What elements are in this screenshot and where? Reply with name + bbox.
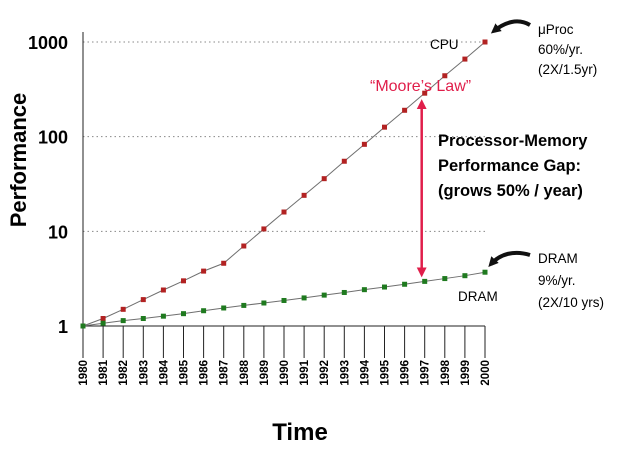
dram-data-point xyxy=(301,295,307,301)
series xyxy=(80,39,488,329)
gap-label-line-2: Performance Gap: xyxy=(438,157,581,175)
x-tick-label: 1986 xyxy=(199,360,211,386)
dram-data-point xyxy=(221,305,227,311)
x-tick-label: 1993 xyxy=(339,360,351,386)
tick-labels: 1 10 100 1000 1980 1981 1982 1983 1984 1985 1986 19… xyxy=(28,33,492,386)
y-axis-title: Performance xyxy=(6,93,31,228)
cpu-data-point xyxy=(160,287,166,293)
cpu-data-point xyxy=(402,107,408,113)
x-tick-label: 1996 xyxy=(400,360,412,386)
gap-label-line-3: (grows 50% / year) xyxy=(438,182,583,200)
x-tick-label: 1987 xyxy=(219,360,231,386)
dram-data-point xyxy=(321,292,327,298)
cpu-data-point xyxy=(361,141,367,147)
x-tick-label: 1989 xyxy=(259,360,271,386)
x-tick-label: 1990 xyxy=(279,360,291,386)
y-tick-label: 1 xyxy=(58,317,68,337)
cpu-line-label: CPU xyxy=(430,37,459,52)
cpu-data-point xyxy=(281,209,287,215)
x-tick-label: 1991 xyxy=(299,359,311,385)
dram-note-line-1: DRAM xyxy=(538,251,578,266)
x-tick-label: 1992 xyxy=(319,360,331,386)
x-tick-label: 1983 xyxy=(138,360,150,386)
cpu-data-point xyxy=(221,260,227,266)
y-tick-label: 100 xyxy=(38,128,68,148)
x-axis-title: Time xyxy=(272,419,328,446)
dram-data-point xyxy=(361,287,367,293)
moores-law-label: “Moore’s Law” xyxy=(370,78,471,95)
dram-data-point xyxy=(160,313,166,319)
dram-data-point xyxy=(402,281,408,287)
x-tick-label: 1982 xyxy=(118,360,130,386)
cpu-note-arrow xyxy=(490,19,532,34)
x-tick-label: 1988 xyxy=(239,359,251,385)
cpu-data-point xyxy=(422,90,428,96)
x-tick-label: 1984 xyxy=(158,359,170,385)
x-tick-label: 1980 xyxy=(78,360,90,386)
cpu-data-point xyxy=(341,158,347,164)
cpu-data-point xyxy=(442,73,448,79)
dram-data-point xyxy=(261,300,267,306)
dram-note-line-2: 9%/yr. xyxy=(538,273,576,288)
grid-lines xyxy=(83,41,485,232)
dram-data-point xyxy=(422,278,428,284)
dram-data-point xyxy=(482,269,488,275)
cpu-data-point xyxy=(261,226,267,232)
cpu-note-line-3: (2X/1.5yr) xyxy=(538,62,597,77)
y-tick-label: 1000 xyxy=(28,33,68,53)
x-tick-label: 1981 xyxy=(98,359,110,385)
dram-data-point xyxy=(442,276,448,282)
cpu-data-point xyxy=(462,56,468,62)
gap-label-line-1: Processor-Memory xyxy=(438,132,588,150)
cpu-data-point xyxy=(321,176,327,182)
dram-note-line-3: (2X/10 yrs) xyxy=(538,295,604,310)
x-tick-label: 1985 xyxy=(179,359,191,385)
cpu-data-point xyxy=(241,243,247,249)
x-tick-label: 1997 xyxy=(420,360,432,386)
dram-data-point xyxy=(241,302,247,308)
dram-data-point xyxy=(382,284,387,290)
dram-data-point xyxy=(201,308,207,314)
dram-data-point xyxy=(140,316,146,322)
x-tick-label: 1998 xyxy=(440,359,452,385)
cpu-data-point xyxy=(100,316,106,322)
dram-note-arrow xyxy=(488,250,531,267)
y-tick-label: 10 xyxy=(48,222,68,242)
x-tick-label: 1999 xyxy=(460,360,472,386)
cpu-data-point xyxy=(382,124,387,130)
cpu-data-point xyxy=(301,192,307,198)
dram-data-point xyxy=(120,318,126,324)
dram-data-point xyxy=(100,320,106,326)
cpu-note-line-1: μProc xyxy=(538,22,574,37)
cpu-data-point xyxy=(201,268,207,274)
x-tick-label: 1995 xyxy=(380,359,392,385)
x-tick-label: 1994 xyxy=(359,359,371,385)
dram-data-point xyxy=(341,289,347,295)
cpu-note-line-2: 60%/yr. xyxy=(538,42,583,57)
cpu-data-point xyxy=(482,39,488,45)
dram-line-label: DRAM xyxy=(458,289,498,304)
x-tick-label: 2000 xyxy=(480,360,492,386)
cpu-data-point xyxy=(181,278,186,284)
dram-data-point xyxy=(80,323,86,329)
dram-data-point xyxy=(181,311,186,317)
dram-data-point xyxy=(281,297,287,303)
dram-data-point xyxy=(462,273,468,279)
axes xyxy=(82,32,486,358)
cpu-data-point xyxy=(120,306,126,312)
cpu-data-point xyxy=(140,297,146,303)
